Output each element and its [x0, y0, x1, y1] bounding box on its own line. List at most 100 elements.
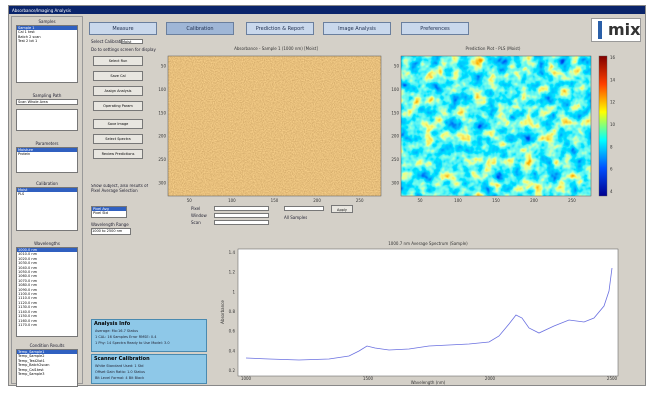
colorbar [598, 55, 608, 197]
range-select[interactable]: 1000 to 2500 nm [91, 228, 131, 235]
list-item: 1060.0 nm [18, 274, 37, 279]
analysis-info: Analysis Info Average: Mo:16.7 Status 1 CA… [91, 319, 207, 352]
list-item: Temp_Batch2scan [18, 363, 50, 368]
tick-label: 4 [610, 189, 613, 194]
list-item: Test 2 lot 1 [18, 39, 38, 44]
tick-label: 250 [356, 198, 364, 203]
sidebar: Samples Sample 1 Cal 1 test Batch 2 scan Tes… [11, 16, 83, 387]
list-item: 1130.0 nm [18, 305, 37, 310]
panel-line: White Standard Used: 1 Std [95, 364, 144, 368]
spectrum-title: 1000.7 nm Average Spectrum (Sample) [388, 241, 468, 246]
roi-check: All Samples [284, 215, 308, 220]
dropdown-value: Scan Whole Area [17, 100, 77, 105]
panel-line: Bit Level Formal: 4 Bit Black [95, 376, 145, 380]
tick-label: 2000 [485, 376, 496, 381]
list-item: Temp_Sample1 [17, 350, 77, 355]
tick-label: 1 [232, 289, 235, 294]
tab[interactable]: Image Analysis [323, 22, 391, 35]
roi-slider [214, 220, 269, 225]
tick-label: 8 [610, 144, 613, 149]
roi-slider [214, 206, 269, 211]
panel-line: Offset Gain Ratio: 1.0 Status [95, 370, 145, 374]
list-item: 1040.0 nm [18, 265, 37, 270]
left-image-frame [167, 55, 382, 197]
tick-label: 300 [158, 180, 166, 185]
spectrum-axes [237, 248, 619, 377]
tick-label: 16 [610, 55, 616, 60]
tick-label: 1500 [363, 376, 374, 381]
section-label: Wavelengths [34, 241, 60, 246]
section-label: Calibration [36, 181, 58, 186]
tick-label: 10 [610, 122, 616, 127]
panel-line: 1 CAL: 16 Samples Error RMSE: 0.4 [95, 335, 157, 339]
list-item: 1010.0 nm [18, 252, 37, 257]
tick-label: 1000 [241, 376, 252, 381]
tick-label: 0.6 [229, 329, 236, 334]
tab[interactable]: Calibration [166, 22, 234, 35]
list-item: Moisture [17, 148, 77, 153]
button[interactable]: Review Predictions [93, 149, 143, 159]
list-item: Protein [18, 152, 31, 157]
app-window: Absorbance/Imaging Analysis Samples Sampl… [8, 5, 646, 387]
list-item: 1140.0 nm [18, 309, 37, 314]
note: Do to settings screen for display [91, 47, 156, 52]
select-label: Select Calibration [91, 39, 127, 44]
listbox [16, 109, 78, 131]
spectrum-ylabel: Absorbance [220, 300, 225, 324]
tab[interactable]: Measure [89, 22, 157, 35]
panel-line: 1 Phy: 14 Spectra Ready to Use Model: 3.… [95, 341, 170, 345]
tick-label: 250 [391, 157, 399, 162]
roi-field [284, 206, 324, 211]
tick-label: 150 [271, 198, 279, 203]
tick-label: 100 [158, 87, 166, 92]
list-item: 1100.0 nm [18, 292, 37, 297]
list-item: Temp_Test2lot1 [18, 358, 45, 363]
listbox: Sample 1 Cal 1 test Batch 2 scan Test 2 lot… [16, 25, 78, 83]
tab[interactable]: Prediction & Report [246, 22, 314, 35]
list-item: 1090.0 nm [18, 287, 37, 292]
list-item: Pixel Std [93, 211, 109, 216]
list-item: Moist [17, 188, 77, 193]
logo-mark [598, 21, 602, 39]
tick-label: 12 [610, 100, 616, 105]
tick-label: 200 [530, 198, 538, 203]
list-item: 1170.0 nm [18, 322, 37, 327]
listbox: Moist PLS [16, 187, 78, 231]
tick-label: 150 [492, 198, 500, 203]
tick-label: 300 [391, 180, 399, 185]
button[interactable]: Operating Param [93, 101, 143, 111]
roi-label: Scan [191, 220, 201, 225]
button[interactable]: Assign Analysis [93, 86, 143, 96]
list-item: 1020.0 nm [18, 256, 37, 261]
tick-label: 1.4 [229, 250, 236, 255]
button[interactable]: Save Image [93, 119, 143, 129]
spectrum-xlabel: Wavelength (nm) [411, 380, 446, 385]
section-label: Samples [38, 19, 56, 24]
apply-button[interactable]: Apply [331, 205, 353, 213]
tick-label: 200 [158, 134, 166, 139]
tick-label: 200 [313, 198, 321, 203]
list-item: Temp_Sample3 [18, 372, 45, 377]
button[interactable]: Save Cal [93, 71, 143, 81]
button[interactable]: Select Run [93, 56, 143, 66]
list-item: 1050.0 nm [18, 270, 37, 275]
button[interactable]: Select Spectra [93, 134, 143, 144]
section-label: Sampling Path [32, 93, 62, 98]
tick-label: 150 [158, 110, 166, 115]
section-label: Parameters [35, 141, 59, 146]
list-item: 1120.0 nm [18, 300, 37, 305]
listbox: Moisture Protein [16, 147, 78, 173]
scanner-calibration: Scanner Calibration White Standard Used: … [91, 354, 207, 384]
select[interactable]: Moist [121, 39, 143, 44]
listbox: Temp_Sample1 Temp_Sample2 Temp_Test2lot1 Te… [16, 349, 78, 387]
tick-label: 0.2 [229, 368, 236, 373]
tick-label: 200 [391, 134, 399, 139]
tab[interactable]: Preferences [401, 22, 469, 35]
tick-label: 100 [228, 198, 236, 203]
list-item: Cal 1 test [18, 30, 35, 35]
panel-title: Scanner Calibration [94, 356, 150, 362]
dropdown: Scan Whole Area [16, 99, 78, 105]
window-title: Absorbance/Imaging Analysis [12, 8, 71, 13]
